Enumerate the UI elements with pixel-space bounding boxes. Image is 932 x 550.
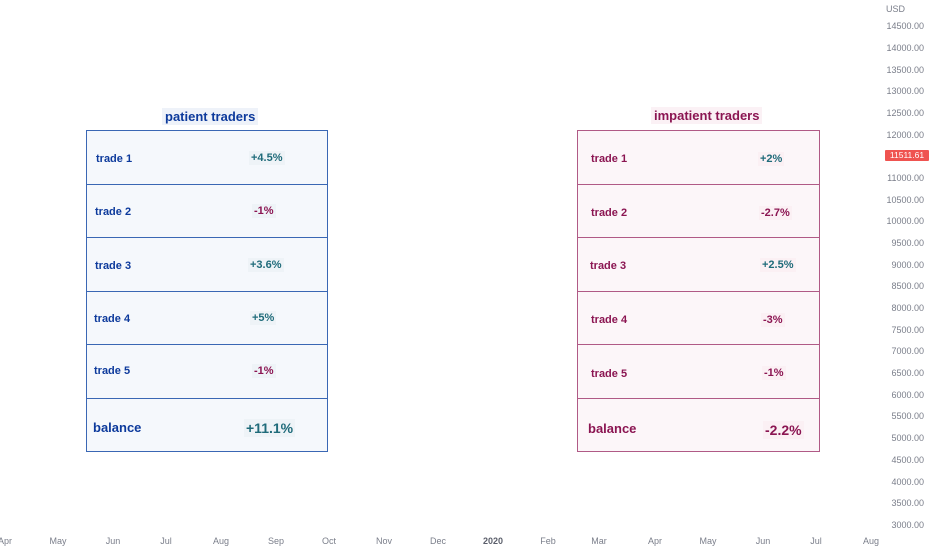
table-row: trade 2 -1%	[87, 185, 327, 239]
trade-value: -3%	[761, 312, 785, 327]
price-tick: 7000.00	[891, 346, 924, 356]
time-tick: Sep	[267, 536, 284, 546]
balance-label: balance	[93, 420, 142, 435]
time-tick: Apr	[647, 536, 662, 546]
time-tick: Mar	[591, 536, 607, 546]
price-tick: 3500.00	[891, 498, 924, 508]
table-row: trade 5 -1%	[87, 345, 327, 399]
price-tick: 7500.00	[891, 325, 924, 335]
table-row: trade 2 -2.7%	[578, 185, 819, 239]
trade-label: trade 5	[591, 368, 628, 381]
table-row: trade 3 +2.5%	[578, 238, 819, 292]
price-tick: 4500.00	[891, 455, 924, 465]
trade-value: -2.7%	[759, 205, 792, 220]
table-row: trade 1 +2%	[578, 131, 819, 185]
trade-label: trade 1	[591, 153, 628, 165]
balance-label: balance	[588, 421, 637, 436]
price-tick: 9500.00	[891, 238, 924, 248]
impatient-traders-title[interactable]: impatient traders	[651, 107, 763, 124]
table-row: trade 5 -1%	[578, 345, 819, 399]
table-row: trade 4 -3%	[578, 292, 819, 346]
patient-traders-table[interactable]: trade 1 +4.5% trade 2 -1% trade 3 +3.6% …	[86, 130, 328, 452]
price-tick: 11000.00	[887, 173, 924, 183]
trade-value: +4.5%	[249, 151, 285, 165]
price-tick: 6000.00	[891, 390, 924, 400]
patient-traders-title[interactable]: patient traders	[162, 108, 259, 125]
table-row: trade 3 +3.6%	[87, 238, 327, 292]
time-tick: Jul	[810, 536, 822, 546]
trade-value: -1%	[252, 364, 276, 379]
trade-value: -1%	[762, 366, 786, 381]
trade-label: trade 4	[591, 313, 628, 326]
trade-value: +2.5%	[760, 258, 796, 273]
price-tick: 14000.00	[886, 43, 924, 53]
time-tick: Aug	[862, 536, 879, 546]
time-tick: Nov	[375, 536, 392, 546]
time-tick: May	[49, 536, 67, 546]
time-tick: Jun	[105, 536, 121, 546]
price-tick: 10500.00	[886, 195, 924, 205]
price-tick: 10000.00	[886, 216, 924, 226]
balance-row: balance +11.1%	[87, 399, 327, 453]
price-tick: 6500.00	[891, 368, 924, 378]
price-tick: 9000.00	[891, 260, 924, 270]
price-tick: 14500.00	[886, 21, 924, 31]
time-tick: Aug	[212, 536, 229, 546]
balance-value: -2.2%	[763, 421, 804, 439]
impatient-traders-table[interactable]: trade 1 +2% trade 2 -2.7% trade 3 +2.5% …	[577, 130, 820, 452]
table-row: trade 4 +5%	[87, 292, 327, 346]
current-price-badge: 11511.61	[885, 150, 929, 161]
trade-label: trade 4	[94, 312, 131, 325]
time-tick: Jul	[160, 536, 172, 546]
trade-label: trade 3	[590, 260, 627, 273]
trade-value: +3.6%	[248, 258, 284, 273]
trade-label: trade 5	[94, 365, 131, 378]
time-tick: Feb	[540, 536, 556, 546]
trade-value: +5%	[250, 310, 277, 325]
time-tick: Dec	[429, 536, 446, 546]
time-tick-year: 2020	[482, 536, 504, 546]
table-row: trade 1 +4.5%	[87, 131, 327, 185]
time-tick: Apr	[0, 536, 12, 546]
price-tick: 13000.00	[886, 86, 924, 96]
balance-row: balance -2.2%	[578, 399, 819, 453]
trade-value: -1%	[252, 203, 276, 218]
price-tick: 5000.00	[891, 433, 924, 443]
time-tick: Oct	[321, 536, 336, 546]
time-tick: May	[699, 536, 717, 546]
trade-label: trade 1	[96, 153, 133, 165]
price-tick: 8500.00	[891, 281, 924, 291]
balance-value: +11.1%	[244, 419, 296, 437]
price-tick: 3000.00	[891, 520, 924, 530]
price-tick: 12500.00	[886, 108, 924, 118]
trade-label: trade 3	[95, 260, 132, 273]
trade-label: trade 2	[591, 206, 628, 219]
price-tick: 4000.00	[891, 477, 924, 487]
price-tick: 12000.00	[886, 130, 924, 140]
time-tick: Jun	[755, 536, 771, 546]
trade-value: +2%	[758, 152, 785, 166]
trade-label: trade 2	[95, 205, 132, 218]
price-tick: 5500.00	[891, 411, 924, 421]
price-tick: 13500.00	[886, 65, 924, 75]
price-axis-currency: USD	[885, 4, 905, 14]
price-tick: 8000.00	[891, 303, 924, 313]
